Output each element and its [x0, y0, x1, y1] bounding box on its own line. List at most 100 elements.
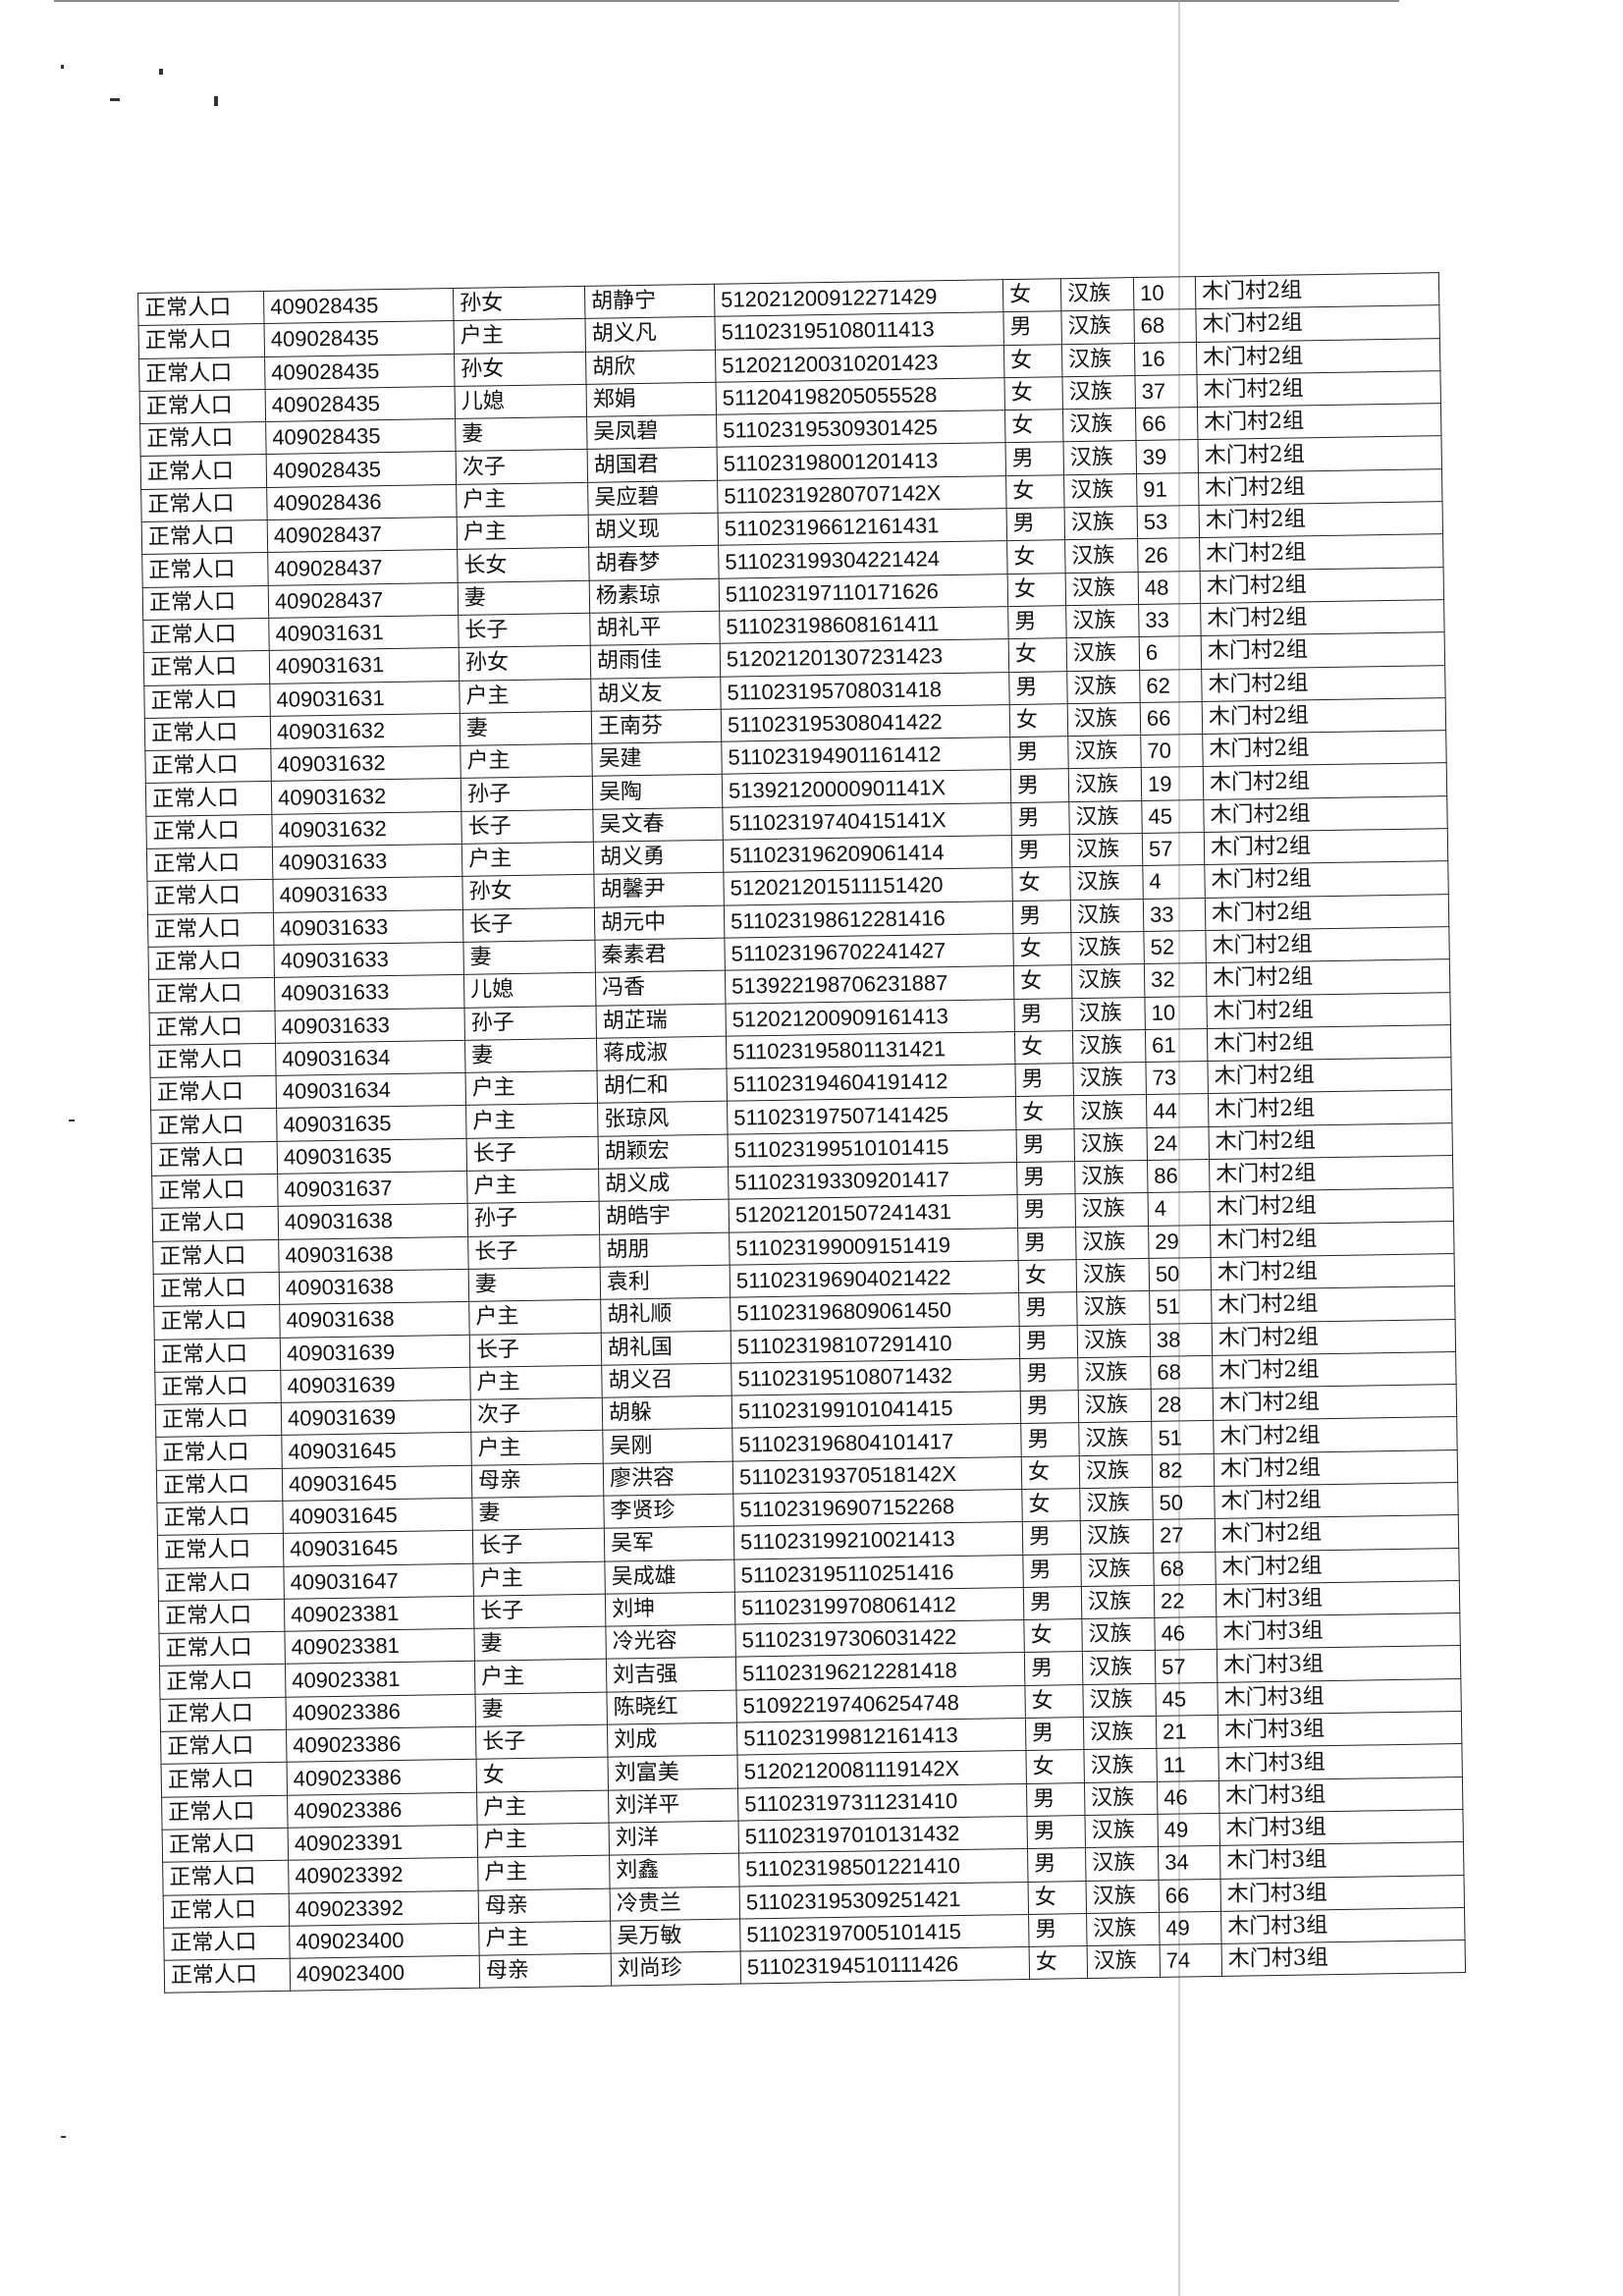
relation-cell: 孙子 [460, 776, 593, 812]
age-cell: 51 [1149, 1289, 1213, 1324]
name-cell: 胡皓宇 [599, 1199, 730, 1234]
village-cell: 木门村2组 [1206, 992, 1451, 1029]
gender-cell: 女 [1021, 1455, 1080, 1490]
ethnicity-cell: 汉族 [1081, 1617, 1156, 1653]
status-cell: 正常人口 [160, 1729, 288, 1765]
relation-cell: 次子 [470, 1397, 603, 1433]
id-number-cell: 511023196904021422 [730, 1260, 1019, 1298]
relation-cell: 长子 [473, 1594, 606, 1629]
name-cell: 胡国君 [587, 447, 718, 483]
gender-cell: 男 [1007, 605, 1067, 639]
name-cell: 杨素琼 [589, 577, 720, 614]
village-cell: 木门村3组 [1219, 1841, 1464, 1879]
age-cell: 49 [1159, 1911, 1222, 1945]
household-number-cell: 409028435 [266, 451, 457, 488]
relation-cell: 妻 [473, 1626, 607, 1662]
ethnicity-cell: 汉族 [1067, 735, 1142, 770]
name-cell: 胡义凡 [584, 316, 716, 352]
status-cell: 正常人口 [159, 1697, 287, 1732]
village-cell: 木门村2组 [1213, 1384, 1457, 1421]
id-number-cell: 51202120081119142X [736, 1750, 1027, 1788]
relation-cell: 长子 [467, 1233, 601, 1270]
status-cell: 正常人口 [162, 1860, 290, 1895]
id-number-cell: 511023197507141425 [727, 1096, 1016, 1134]
household-number-cell: 409031639 [281, 1399, 471, 1436]
household-number-cell: 409023386 [285, 1694, 476, 1730]
household-number-cell: 409031631 [269, 647, 460, 683]
age-cell: 38 [1150, 1322, 1213, 1357]
id-number-cell: 511023195108011413 [714, 311, 1004, 350]
status-cell: 正常人口 [158, 1631, 286, 1667]
id-number-cell: 511023194510111426 [740, 1946, 1030, 1985]
age-cell: 6 [1139, 635, 1202, 671]
household-number-cell: 409023386 [287, 1759, 477, 1795]
age-cell: 62 [1139, 669, 1203, 703]
age-cell: 50 [1152, 1486, 1216, 1520]
id-number-cell: 511204198205055528 [716, 377, 1005, 415]
status-cell: 正常人口 [139, 421, 267, 457]
gender-cell: 男 [1017, 1193, 1076, 1229]
household-number-cell: 409031634 [275, 1040, 466, 1076]
relation-cell: 女 [476, 1757, 609, 1792]
village-cell: 木门村2组 [1204, 860, 1449, 899]
name-cell: 吴成雄 [604, 1558, 735, 1595]
id-number-cell: 511023195309301425 [716, 410, 1006, 448]
gender-cell: 女 [1002, 278, 1061, 312]
relation-cell: 长子 [469, 1332, 602, 1368]
status-cell: 正常人口 [158, 1599, 285, 1634]
name-cell: 刘吉强 [606, 1657, 736, 1692]
household-number-cell: 409031634 [276, 1072, 466, 1109]
age-cell: 57 [1155, 1649, 1217, 1684]
id-number-cell: 511023199101041415 [731, 1391, 1021, 1429]
id-number-cell: 511023195708031418 [720, 672, 1010, 710]
gender-cell: 男 [1009, 736, 1069, 771]
relation-cell: 孙女 [461, 874, 595, 910]
village-cell: 木门村2组 [1210, 1221, 1455, 1258]
household-number-cell: 409031638 [279, 1269, 469, 1305]
household-number-cell: 409031638 [278, 1203, 468, 1239]
household-number-cell: 409031633 [273, 909, 463, 946]
status-cell: 正常人口 [151, 1141, 278, 1176]
ethnicity-cell: 汉族 [1078, 1389, 1152, 1423]
relation-cell: 母亲 [479, 1953, 612, 1989]
id-number-cell: 511023196804101417 [731, 1423, 1022, 1461]
household-number-cell: 409023392 [289, 1889, 479, 1927]
village-cell: 木门村3组 [1216, 1613, 1461, 1650]
status-cell: 正常人口 [150, 1108, 278, 1144]
age-cell: 22 [1154, 1584, 1217, 1618]
age-cell: 73 [1145, 1061, 1209, 1095]
ethnicity-cell: 汉族 [1078, 1421, 1153, 1456]
ethnicity-cell: 汉族 [1084, 1781, 1158, 1816]
name-cell: 胡礼平 [589, 611, 721, 646]
name-cell: 蒋成淑 [596, 1036, 727, 1071]
village-cell: 木门村2组 [1202, 697, 1446, 735]
ethnicity-cell: 汉族 [1063, 473, 1138, 508]
village-cell: 木门村2组 [1210, 1187, 1454, 1226]
name-cell: 胡礼顺 [600, 1297, 731, 1333]
id-number-cell: 511023199812161413 [736, 1718, 1026, 1756]
village-cell: 木门村2组 [1199, 501, 1443, 538]
gender-cell: 女 [1012, 932, 1072, 966]
ethnicity-cell: 汉族 [1073, 1127, 1148, 1162]
gender-cell: 男 [1026, 1815, 1086, 1849]
scan-fold-line [1178, 0, 1180, 2296]
ethnicity-cell: 汉族 [1086, 1912, 1161, 1946]
age-cell: 26 [1137, 537, 1201, 573]
gender-cell: 男 [1020, 1422, 1080, 1457]
relation-cell: 户主 [468, 1299, 602, 1335]
status-cell: 正常人口 [161, 1762, 288, 1797]
status-cell: 正常人口 [144, 716, 271, 751]
village-cell: 木门村3组 [1217, 1743, 1463, 1781]
village-cell: 木门村2组 [1195, 304, 1440, 343]
household-number-cell: 409028437 [267, 517, 458, 553]
gender-cell: 女 [1008, 637, 1067, 673]
gender-cell: 男 [1028, 1913, 1088, 1947]
relation-cell: 长子 [460, 809, 594, 845]
gender-cell: 女 [1014, 1030, 1073, 1065]
village-cell: 木门村2组 [1202, 730, 1447, 767]
status-cell: 正常人口 [154, 1337, 281, 1373]
ethnicity-cell: 汉族 [1060, 277, 1134, 312]
village-cell: 木门村2组 [1209, 1155, 1453, 1192]
relation-cell: 户主 [472, 1560, 606, 1597]
household-number-cell: 409031645 [282, 1498, 473, 1534]
